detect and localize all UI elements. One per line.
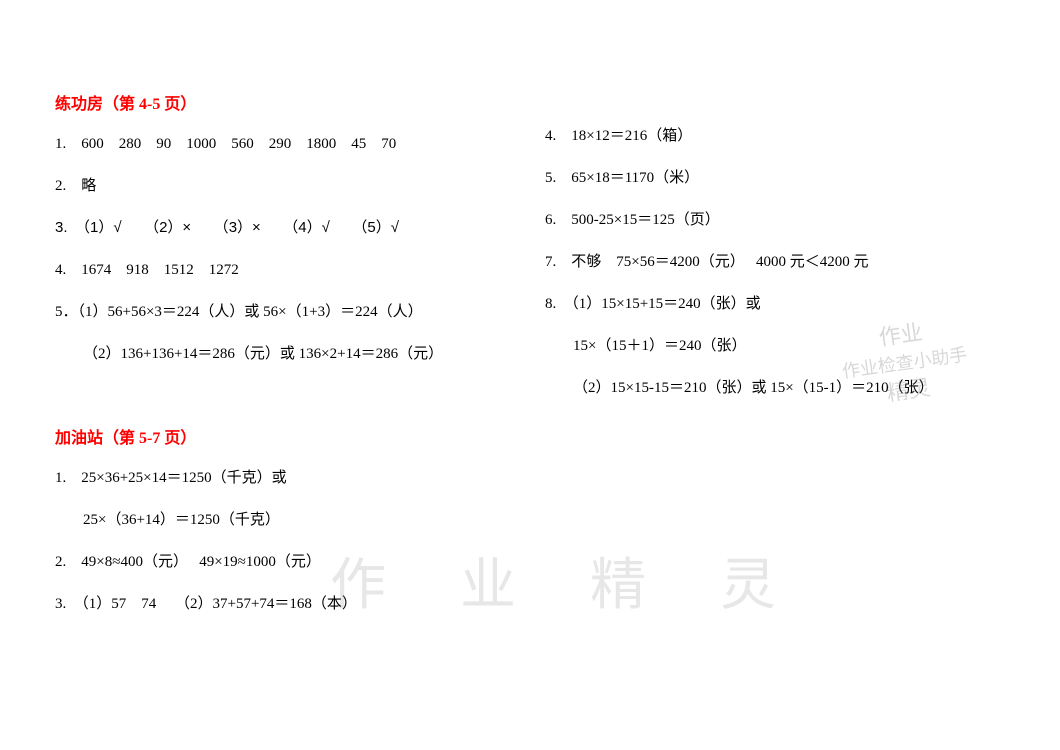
s1-q2: 2. 略 — [55, 174, 515, 198]
r-q8b: 15×（15＋1）＝240（张） — [545, 334, 1005, 358]
s2-q1b: 25×（36+14）＝1250（千克） — [55, 508, 515, 532]
spacer — [55, 384, 515, 424]
s1-q5b: （2）136+136+14＝286（元）或 136×2+14＝286（元） — [55, 342, 515, 366]
right-column: 4. 18×12＝216（箱） 5. 65×18＝1170（米） 6. 500-… — [545, 90, 1005, 634]
two-column-layout: 练功房（第 4-5 页） 1. 600 280 90 1000 560 290 … — [55, 90, 1005, 634]
r-q6: 6. 500-25×15＝125（页） — [545, 208, 1005, 232]
s2-q1a: 1. 25×36+25×14＝1250（千克）或 — [55, 466, 515, 490]
spacer-top — [545, 90, 1005, 124]
section1-title: 练功房（第 4-5 页） — [55, 90, 515, 114]
left-column: 练功房（第 4-5 页） 1. 600 280 90 1000 560 290 … — [55, 90, 515, 634]
s1-q3: 3. （1）√ （2）× （3）× （4）√ （5）√ — [55, 216, 515, 240]
section2-title: 加油站（第 5-7 页） — [55, 424, 515, 448]
r-q8a: 8. （1）15×15+15＝240（张）或 — [545, 292, 1005, 316]
s1-q4: 4. 1674 918 1512 1272 — [55, 258, 515, 282]
s2-q2: 2. 49×8≈400（元） 49×19≈1000（元） — [55, 550, 515, 574]
r-q7: 7. 不够 75×56＝4200（元） 4000 元＜4200 元 — [545, 250, 1005, 274]
s1-q5a: 5．（1）56+56×3＝224（人）或 56×（1+3）＝224（人） — [55, 300, 515, 324]
s1-q1: 1. 600 280 90 1000 560 290 1800 45 70 — [55, 132, 515, 156]
r-q8c: （2）15×15-15＝210（张）或 15×（15-1）＝210（张） — [545, 376, 1005, 400]
r-q5: 5. 65×18＝1170（米） — [545, 166, 1005, 190]
r-q4: 4. 18×12＝216（箱） — [545, 124, 1005, 148]
s2-q3: 3. （1）57 74 （2）37+57+74＝168（本） — [55, 592, 515, 616]
